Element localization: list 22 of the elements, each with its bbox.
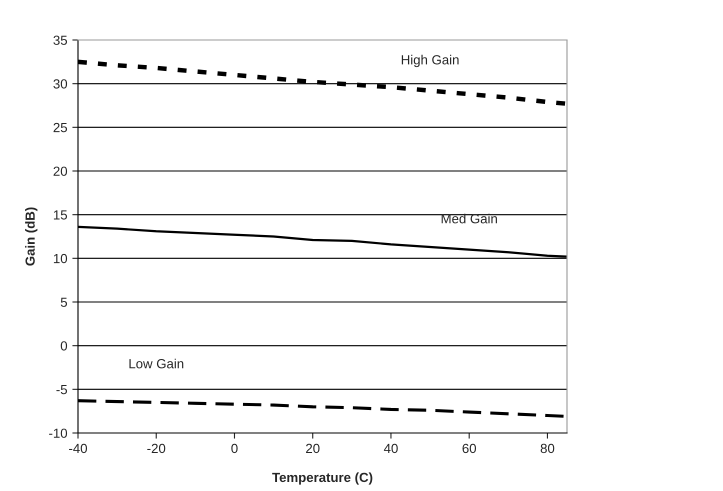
y-tick-label: 15	[54, 210, 68, 220]
y-tick-label: 35	[53, 36, 68, 45]
y-tick-label: 20	[54, 166, 68, 176]
x-tick-label: 20	[306, 444, 320, 454]
x-tick-label: -40	[69, 444, 88, 454]
y-tick-label: 0	[60, 341, 68, 351]
x-axis-title: Temperature (C)	[272, 472, 372, 485]
y-tick-label: 5	[60, 298, 68, 307]
x-tick-label: 0	[231, 444, 238, 454]
x-tick-label: 80	[540, 444, 554, 454]
y-axis-title: Gain (dB)	[25, 207, 38, 266]
y-tick-label: -10	[49, 428, 68, 438]
y-tick-label: -5	[56, 385, 68, 394]
text: Low Gain	[129, 358, 184, 368]
x-tick-label: 60	[462, 444, 476, 454]
series-label: High Gain	[402, 54, 459, 68]
x-tick-label: 40	[384, 444, 398, 454]
series-label: Med Gain	[442, 214, 497, 224]
y-tick-label: 25	[54, 122, 68, 132]
y-tick-label: 10	[54, 254, 68, 264]
y-tick-label: 30	[53, 79, 68, 89]
x-tick-label: -20	[147, 444, 166, 454]
